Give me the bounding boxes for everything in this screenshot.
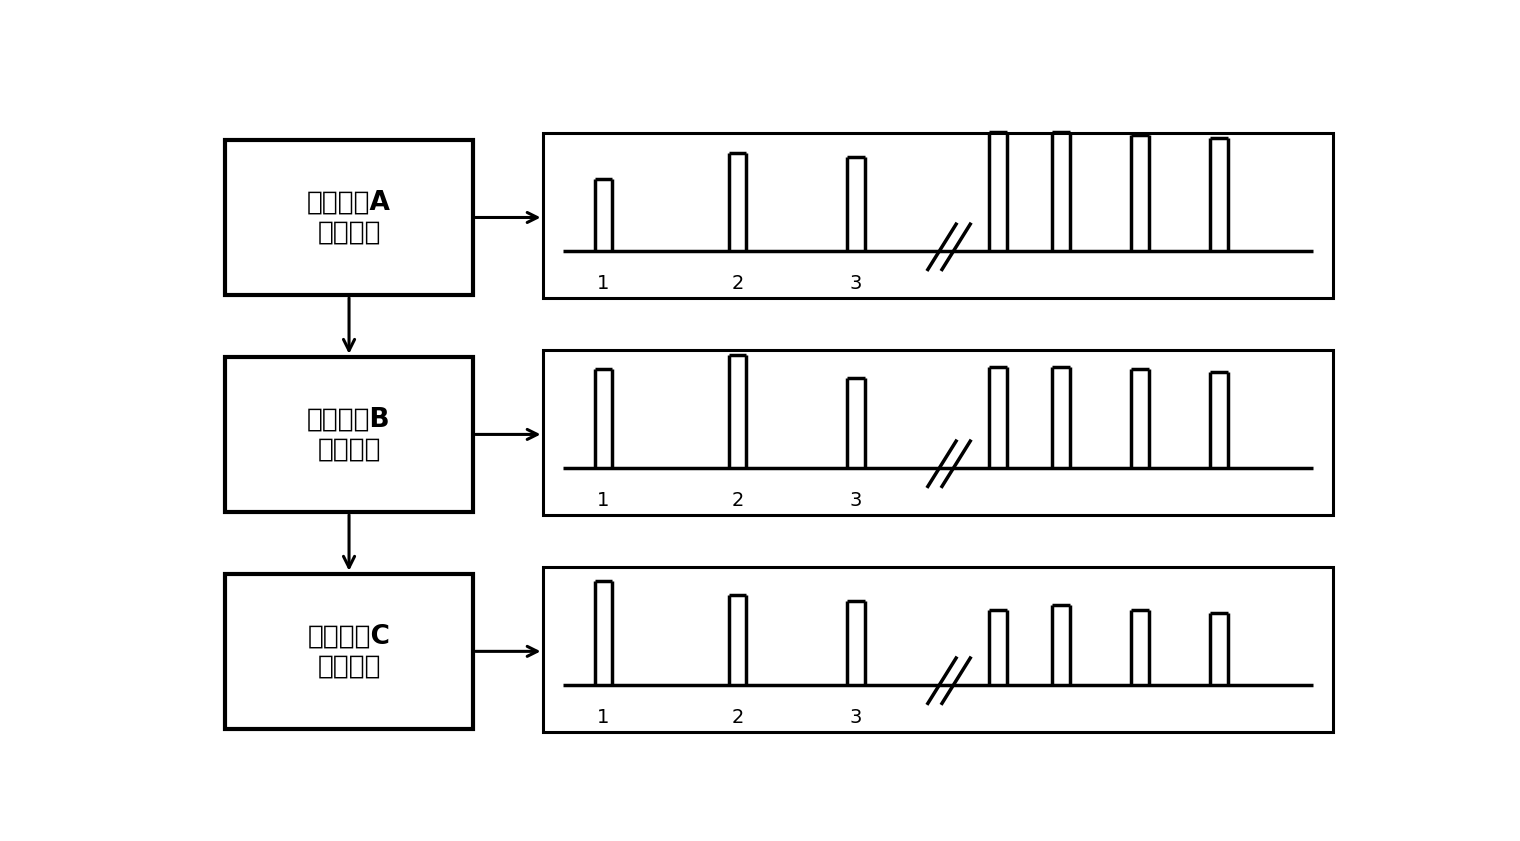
Polygon shape xyxy=(544,567,1333,733)
Polygon shape xyxy=(225,140,473,295)
Text: 1: 1 xyxy=(597,708,610,727)
Polygon shape xyxy=(225,574,473,729)
Text: 电动机相A
中的对准: 电动机相A 中的对准 xyxy=(307,189,391,246)
Text: 1: 1 xyxy=(597,274,610,293)
Text: 3: 3 xyxy=(850,708,862,727)
Text: 2: 2 xyxy=(731,708,743,727)
Text: 3: 3 xyxy=(850,491,862,510)
Text: 电动机相C
中的对准: 电动机相C 中的对准 xyxy=(307,623,391,680)
Text: 电动机相B
中的对准: 电动机相B 中的对准 xyxy=(307,406,391,463)
Polygon shape xyxy=(225,357,473,512)
Text: 1: 1 xyxy=(597,491,610,510)
Text: 3: 3 xyxy=(850,274,862,293)
Polygon shape xyxy=(544,350,1333,516)
Polygon shape xyxy=(544,134,1333,299)
Text: 2: 2 xyxy=(731,491,743,510)
Text: 2: 2 xyxy=(731,274,743,293)
